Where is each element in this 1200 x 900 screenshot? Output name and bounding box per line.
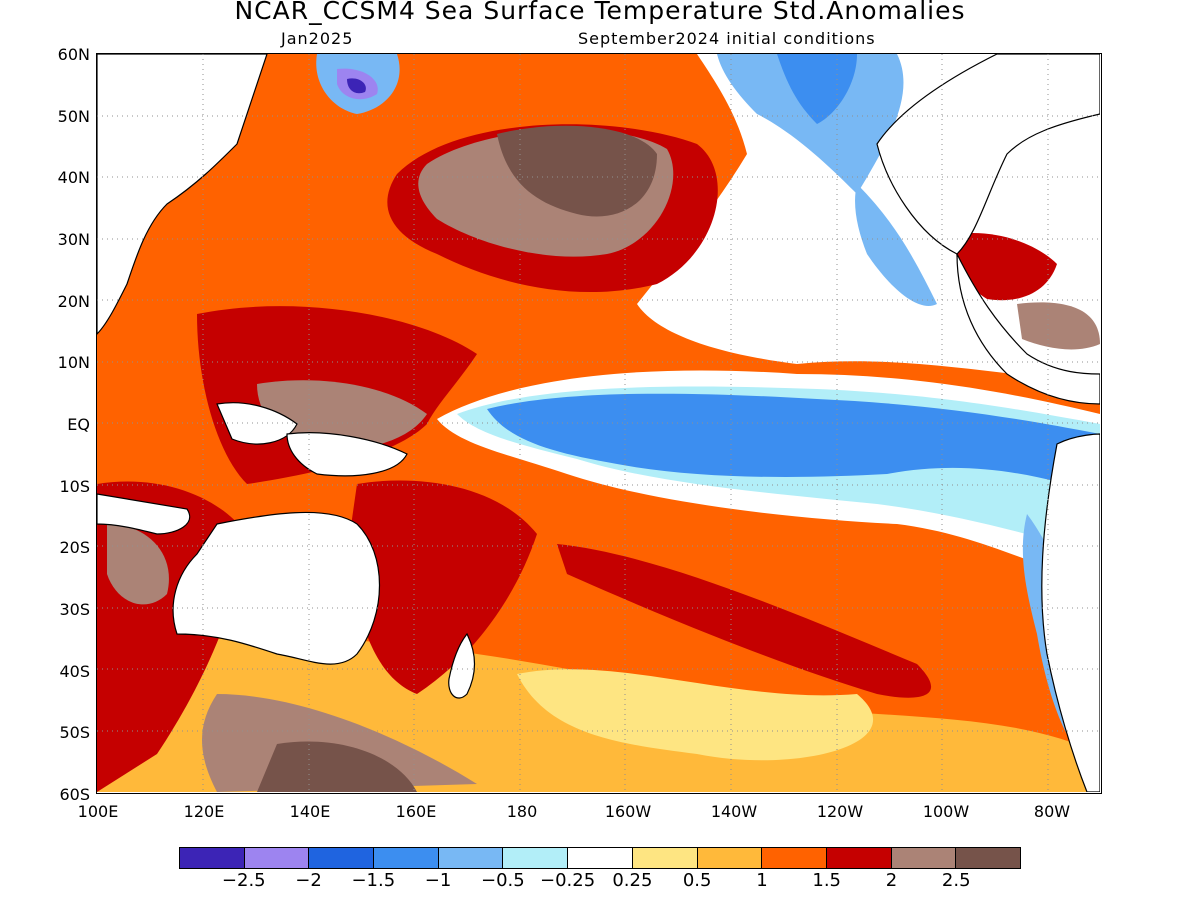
lat-label-30n: 30N — [57, 230, 90, 249]
colorbar-tick-label: −1.5 — [351, 870, 396, 891]
lat-label-10s: 10S — [59, 477, 90, 496]
lon-label-180: 180 — [506, 802, 538, 821]
graticule — [97, 54, 1100, 792]
lat-label-50n: 50N — [57, 107, 90, 126]
california-current-cool — [855, 184, 937, 306]
sw-pacific-warm — [347, 480, 537, 694]
gulf-of-alaska-cool — [717, 54, 904, 194]
asia-land — [97, 54, 268, 335]
colorbar-tick-label: 0.5 — [682, 870, 712, 891]
map-canvas — [97, 54, 1100, 792]
lon-label-80w: 80W — [1033, 802, 1071, 821]
lat-label-10n: 10N — [57, 353, 90, 372]
lat-label-60s: 60S — [59, 785, 90, 804]
lat-label-20s: 20S — [59, 538, 90, 557]
initial-conditions-label: September2024 initial conditions — [578, 29, 876, 48]
colorbar-swatch — [568, 848, 633, 868]
colorbar-swatch — [762, 848, 827, 868]
lon-label-100w: 100W — [922, 802, 970, 821]
lat-label-30s: 30S — [59, 600, 90, 619]
lon-label-160w: 160W — [604, 802, 652, 821]
lon-label-140w: 140W — [710, 802, 758, 821]
lon-label-140e: 140E — [289, 802, 331, 821]
lat-label-40s: 40S — [59, 662, 90, 681]
land-masses — [97, 54, 1100, 792]
lat-label-60n: 60N — [57, 45, 90, 64]
southern-ocean-extreme-warm — [257, 741, 417, 792]
valid-month-label: Jan2025 — [281, 29, 354, 48]
lon-label-120e: 120E — [183, 802, 225, 821]
caribbean-strong-warm — [1017, 302, 1100, 350]
lat-label-eq: EQ — [67, 415, 90, 434]
lat-label-40n: 40N — [57, 168, 90, 187]
colorbar-tick-label: −1 — [424, 870, 452, 891]
lon-label-160e: 160E — [395, 802, 437, 821]
lat-label-50s: 50S — [59, 723, 90, 742]
new-zealand-land — [448, 632, 476, 699]
colorbar-tick-label: 2.5 — [941, 870, 971, 891]
colorbar-swatch — [309, 848, 375, 868]
colorbar-tick-label: −0.25 — [540, 870, 596, 891]
colorbar-swatch — [244, 848, 310, 868]
sst-anomaly-map — [96, 53, 1102, 794]
colorbar-swatch — [438, 848, 504, 868]
colorbar-swatch — [632, 848, 698, 868]
colorbar — [179, 847, 1021, 869]
colorbar-swatch — [697, 848, 763, 868]
colorbar-swatch — [826, 848, 892, 868]
new-guinea-land — [286, 432, 408, 477]
colorbar-tick-label: 2 — [885, 870, 898, 891]
sumatra-land — [97, 493, 191, 535]
colorbar-tick-label: 0.25 — [612, 870, 653, 891]
south-america-land — [1041, 433, 1100, 792]
colorbar-tick-label: 1.5 — [812, 870, 842, 891]
colorbar-swatch — [503, 848, 569, 868]
lon-label-100e: 100E — [77, 802, 119, 821]
south-pacific-diagonal-warm — [557, 544, 932, 698]
colorbar-tick-label: −2.5 — [221, 870, 266, 891]
okhotsk-extreme-cool — [347, 78, 366, 94]
colorbar-tick-label: −2 — [295, 870, 322, 891]
indian-ocean-strong-warm — [107, 524, 169, 605]
north-pacific-extreme-warm — [497, 125, 657, 217]
colorbar-swatch — [180, 848, 245, 868]
southern-pale-warm-patch — [517, 669, 874, 761]
colorbar-tick-label: 1 — [756, 870, 768, 891]
alaska-stronger-cool — [777, 54, 857, 124]
colorbar-swatch — [891, 848, 957, 868]
lon-label-120w: 120W — [816, 802, 864, 821]
colorbar-tick-label: −0.5 — [480, 870, 525, 891]
australia-land — [172, 511, 380, 665]
lat-label-20n: 20N — [57, 292, 90, 311]
cold-tongue-core — [487, 393, 1100, 494]
colorbar-swatch — [374, 848, 439, 868]
colorbar-swatch — [956, 848, 1020, 868]
map-title: NCAR_CCSM4 Sea Surface Temperature Std.A… — [234, 0, 966, 25]
central-america-land — [956, 253, 1100, 405]
gulf-of-mexico-warm — [955, 233, 1057, 301]
